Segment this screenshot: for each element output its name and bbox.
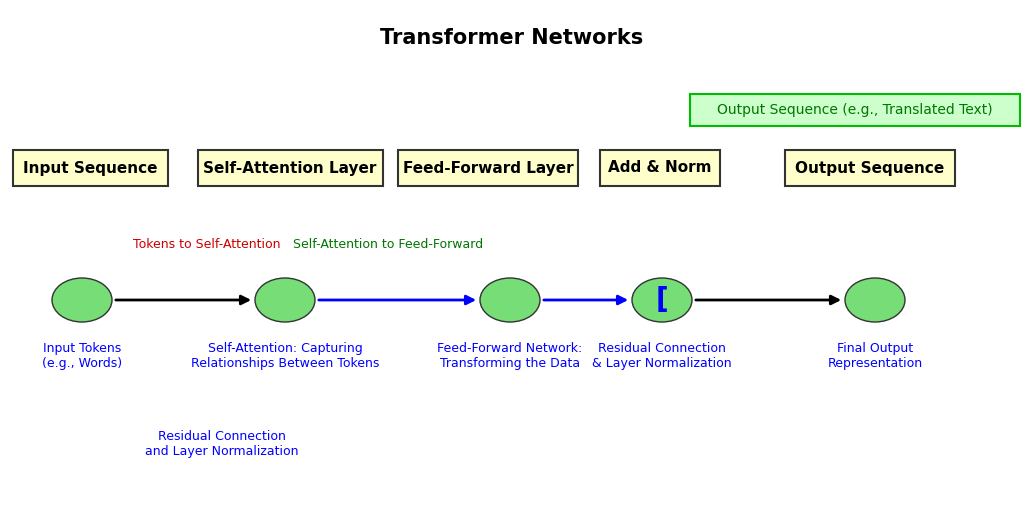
Text: Input Sequence: Input Sequence — [23, 161, 158, 175]
Text: Feed-Forward Network:
Transforming the Data: Feed-Forward Network: Transforming the D… — [437, 342, 583, 370]
Text: Output Sequence (e.g., Translated Text): Output Sequence (e.g., Translated Text) — [717, 103, 993, 117]
Text: Final Output
Representation: Final Output Representation — [827, 342, 923, 370]
Text: [: [ — [655, 286, 669, 314]
Text: Input Tokens
(e.g., Words): Input Tokens (e.g., Words) — [42, 342, 122, 370]
Text: Residual Connection
and Layer Normalization: Residual Connection and Layer Normalizat… — [145, 430, 299, 458]
Text: Self-Attention Layer: Self-Attention Layer — [204, 161, 377, 175]
FancyBboxPatch shape — [198, 150, 383, 186]
Text: Residual Connection
& Layer Normalization: Residual Connection & Layer Normalizatio… — [592, 342, 732, 370]
Text: Output Sequence: Output Sequence — [796, 161, 944, 175]
FancyBboxPatch shape — [600, 150, 720, 186]
Ellipse shape — [255, 278, 315, 322]
Ellipse shape — [845, 278, 905, 322]
FancyBboxPatch shape — [690, 94, 1020, 126]
Text: Self-Attention to Feed-Forward: Self-Attention to Feed-Forward — [293, 239, 483, 252]
Text: Self-Attention: Capturing
Relationships Between Tokens: Self-Attention: Capturing Relationships … — [190, 342, 379, 370]
Text: Tokens to Self-Attention: Tokens to Self-Attention — [133, 239, 281, 252]
Text: Transformer Networks: Transformer Networks — [380, 28, 644, 48]
Text: Feed-Forward Layer: Feed-Forward Layer — [402, 161, 573, 175]
Ellipse shape — [632, 278, 692, 322]
FancyBboxPatch shape — [12, 150, 168, 186]
FancyBboxPatch shape — [785, 150, 955, 186]
Ellipse shape — [480, 278, 540, 322]
Ellipse shape — [52, 278, 112, 322]
FancyBboxPatch shape — [398, 150, 578, 186]
Text: Add & Norm: Add & Norm — [608, 161, 712, 175]
